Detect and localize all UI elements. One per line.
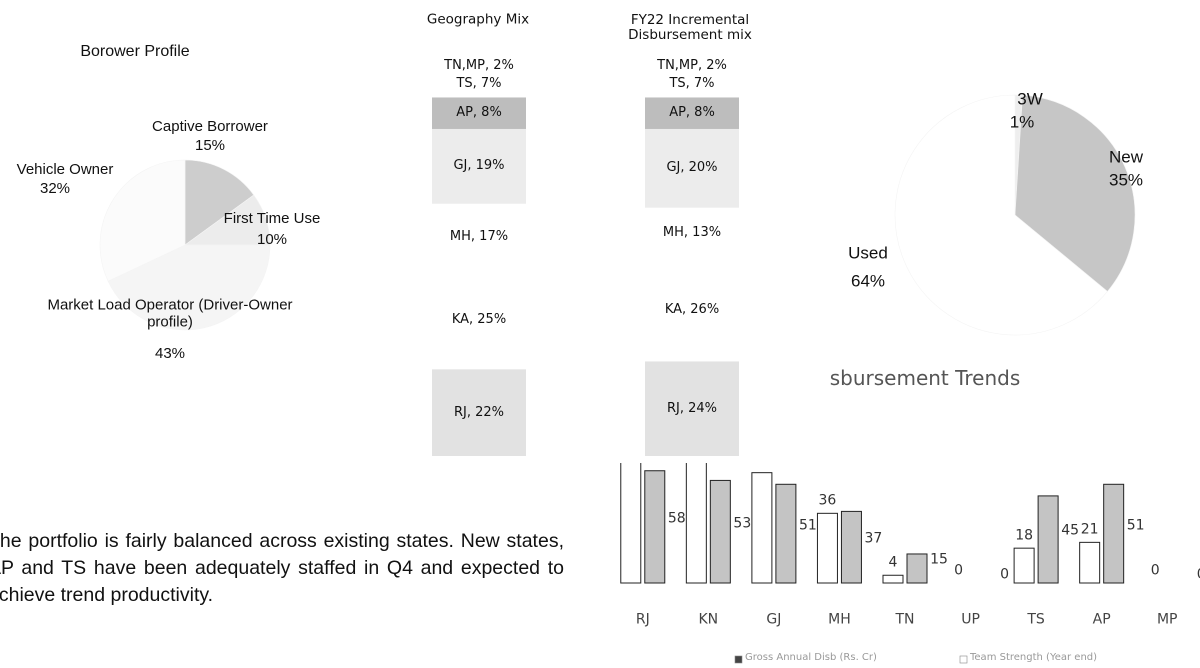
segment-label: KA, 26% [664, 302, 720, 318]
bar [1103, 483, 1125, 584]
pie-category-label: Market Load Operator (Driver-Owner profi… [47, 296, 293, 330]
bar [906, 553, 928, 584]
bar-value-label: 45 [1061, 522, 1080, 539]
segment-label: TN,MP, 2% [657, 57, 727, 73]
stack-segment [432, 270, 526, 370]
segment-label: GJ, 19% [453, 158, 505, 174]
stack-segment [432, 203, 526, 271]
bar [751, 472, 773, 584]
pie-title: Borower Profile [80, 43, 190, 61]
x-tick-label: GJ [766, 611, 782, 628]
segment-label: MH, 13% [662, 225, 722, 241]
segment-label: RJ, 24% [666, 400, 718, 416]
bar-value-label: 0 [954, 562, 964, 579]
segment-label: TN,MP, 2% [444, 57, 514, 73]
bar-value-label: 36 [818, 492, 837, 509]
bar-value-label: 51 [798, 516, 817, 533]
bar [816, 512, 838, 584]
bar-value-label: 18 [1015, 527, 1034, 544]
bar [709, 479, 731, 584]
pie-value-label: 64% [850, 271, 886, 291]
pie-value-label: 1% [1009, 112, 1035, 132]
stack-segment [432, 369, 526, 456]
stack-segment [432, 62, 526, 70]
bar-value-label: 0 [1000, 566, 1010, 583]
x-tick-label: MH [828, 611, 851, 628]
x-tick-label: KN [698, 611, 719, 628]
bar-value-label: 0 [1150, 562, 1160, 579]
segment-label: AP, 8% [456, 105, 502, 121]
pie-category-label: First Time Use [223, 209, 321, 227]
segment-label: KA, 25% [451, 311, 507, 327]
bar [644, 470, 666, 584]
pie-slice [894, 94, 1108, 336]
legend-swatch [734, 655, 743, 664]
pie-category-label: New [1108, 147, 1144, 167]
pie-value-label: 10% [256, 230, 288, 248]
bar-value-label: 37 [864, 530, 883, 547]
x-tick-label: UP [961, 611, 980, 628]
bar-value-label: 0 [1197, 566, 1200, 582]
stack-segment [645, 259, 739, 362]
bar-value-label: 51 [1126, 516, 1145, 533]
bar-value-label: 58 [667, 510, 686, 527]
x-tick-label: MP [1156, 611, 1178, 628]
bar [1013, 547, 1035, 584]
pie-value-label: 43% [154, 344, 186, 362]
pie-slice [184, 159, 255, 246]
stack-segment [432, 69, 526, 98]
bar [685, 463, 707, 584]
pie-value-label: 35% [1108, 170, 1144, 190]
segment-label: TS, 7% [456, 75, 502, 91]
x-tick-label: AP [1092, 611, 1111, 628]
stack-segment [645, 62, 739, 70]
legend-swatch [959, 655, 968, 664]
stack-segment [645, 207, 739, 259]
legend-label: Gross Annual Disb (Rs. Cr) [745, 652, 877, 663]
bar [775, 483, 797, 584]
bar [840, 510, 862, 584]
stack-segment [645, 97, 739, 129]
chart-title: sbursement Trends [829, 366, 1021, 390]
x-tick-label: RJ [635, 611, 650, 628]
stack-segment [432, 97, 526, 129]
pie-category-label: Vehicle Owner [16, 160, 114, 178]
x-tick-label: TS [1027, 611, 1045, 628]
bar-value-label: 4 [888, 554, 898, 571]
segment-label: GJ, 20% [666, 160, 718, 176]
bar-value-label: 15 [930, 551, 948, 568]
pie-slice [107, 244, 271, 331]
pie-category-label: Used [848, 243, 888, 263]
pie-slice [1014, 94, 1136, 292]
pie-category-label: 3W [1017, 89, 1043, 109]
segment-label: MH, 17% [449, 229, 509, 245]
stack-segment [645, 128, 739, 208]
stack-title: FY22 Incremental Disbursement mix [628, 12, 752, 43]
stack-title: Geography Mix [426, 11, 530, 28]
segment-label: AP, 8% [669, 105, 715, 121]
legend-label: Team Strength (Year end) [970, 652, 1098, 663]
x-tick-label: TN [895, 611, 915, 628]
bar [882, 574, 904, 584]
stack-segment [432, 128, 526, 204]
stack-segment [645, 361, 739, 456]
pie-category-label: Captive Borrower [152, 117, 268, 135]
segment-label: TS, 7% [669, 75, 715, 91]
bar-value-label: 53 [733, 515, 752, 532]
pie-value-label: 32% [39, 179, 71, 197]
bar [1037, 495, 1059, 584]
body-text: The portfolio is fairly balanced across … [0, 530, 564, 606]
bar-value-label: 21 [1080, 521, 1099, 538]
pie-slice [99, 159, 186, 282]
segment-label: RJ, 22% [453, 404, 505, 420]
stack-segment [645, 69, 739, 98]
plot [620, 463, 1125, 584]
bar [1079, 541, 1101, 584]
pie-value-label: 15% [194, 136, 226, 154]
bar [620, 463, 642, 584]
